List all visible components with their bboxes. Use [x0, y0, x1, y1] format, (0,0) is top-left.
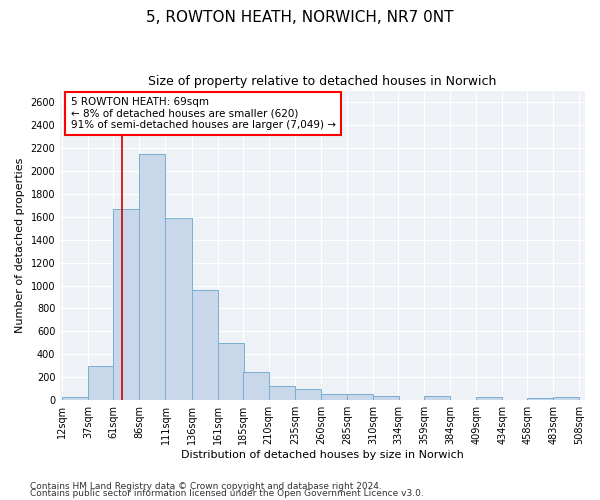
Text: Contains public sector information licensed under the Open Government Licence v3: Contains public sector information licen…	[30, 489, 424, 498]
Bar	[269, 386, 295, 400]
Bar	[553, 398, 580, 400]
Bar	[191, 290, 218, 400]
Bar	[242, 372, 269, 400]
Bar	[321, 394, 347, 400]
Bar	[527, 398, 553, 400]
Bar	[424, 396, 450, 400]
Text: Contains HM Land Registry data © Crown copyright and database right 2024.: Contains HM Land Registry data © Crown c…	[30, 482, 382, 491]
Bar	[347, 394, 373, 400]
Bar	[88, 366, 115, 400]
Bar	[113, 208, 139, 400]
Bar	[373, 396, 399, 400]
X-axis label: Distribution of detached houses by size in Norwich: Distribution of detached houses by size …	[181, 450, 464, 460]
Text: 5 ROWTON HEATH: 69sqm
← 8% of detached houses are smaller (620)
91% of semi-deta: 5 ROWTON HEATH: 69sqm ← 8% of detached h…	[71, 96, 335, 130]
Text: 5, ROWTON HEATH, NORWICH, NR7 0NT: 5, ROWTON HEATH, NORWICH, NR7 0NT	[146, 10, 454, 25]
Bar	[139, 154, 166, 400]
Bar	[62, 398, 88, 400]
Bar	[166, 218, 191, 400]
Title: Size of property relative to detached houses in Norwich: Size of property relative to detached ho…	[148, 75, 497, 88]
Bar	[476, 398, 502, 400]
Bar	[218, 343, 244, 400]
Y-axis label: Number of detached properties: Number of detached properties	[15, 158, 25, 333]
Bar	[295, 388, 321, 400]
